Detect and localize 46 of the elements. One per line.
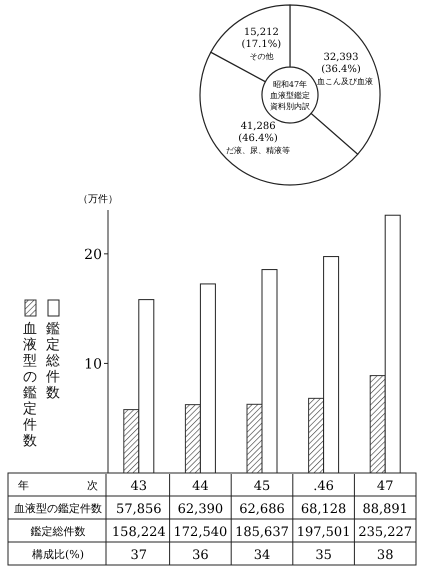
text: 35: [315, 548, 332, 563]
text: 62,686: [239, 502, 285, 517]
text: 38: [376, 548, 394, 563]
text: 62,390: [178, 502, 224, 517]
text: 197,501: [296, 525, 350, 540]
text: 構成比(%): [32, 548, 84, 561]
text: 昭和47年血液型鑑定資料別内訳: [270, 80, 310, 111]
data-label: 41,286 (46.4%): [238, 120, 278, 144]
text: 68,128: [300, 502, 346, 517]
x-tick-label: 47: [376, 479, 394, 494]
slice-label: だ液、尿、精液等: [226, 146, 290, 155]
bar: [138, 299, 154, 474]
text: 血液型の鑑定件数: [14, 502, 102, 515]
x-tick-label: 44: [192, 479, 209, 494]
data-label: 32,393 (36.4%): [321, 52, 361, 75]
bar: [123, 409, 140, 474]
slice-label: その他: [249, 52, 274, 61]
text: 158,224: [112, 525, 166, 540]
bar: [323, 256, 340, 474]
text: 235,227: [358, 525, 412, 540]
bar: [184, 404, 201, 474]
bar: [200, 283, 216, 474]
bar: [246, 404, 262, 474]
slice-label: 血こん及び血液: [316, 76, 373, 86]
text: 34: [254, 548, 270, 563]
text: 88,891: [362, 502, 408, 517]
legend-label: 血液型の鑑定件数: [22, 321, 38, 449]
text: 172,540: [174, 525, 228, 540]
y-axis-title: （万件）: [78, 194, 118, 205]
bar: [308, 398, 324, 474]
y-tick-label: 10: [84, 356, 102, 372]
bar: [384, 214, 401, 474]
text: 36: [192, 548, 209, 563]
y-tick-label: 20: [84, 246, 102, 263]
text: 37: [130, 548, 148, 563]
x-tick-label: 45: [254, 479, 270, 494]
text: 鑑定総件数: [30, 525, 86, 538]
legend-label: 鑑定総件数: [45, 321, 61, 401]
text: 57,856: [116, 502, 162, 517]
x-tick-label: .46: [313, 479, 334, 494]
bar: [262, 269, 278, 474]
x-tick-label: 43: [130, 479, 148, 494]
bar: [370, 375, 386, 474]
data-label: 15,212 (17.1%): [242, 26, 282, 50]
text: 185,637: [235, 525, 289, 540]
x-axis-title: 年 次: [18, 479, 98, 492]
